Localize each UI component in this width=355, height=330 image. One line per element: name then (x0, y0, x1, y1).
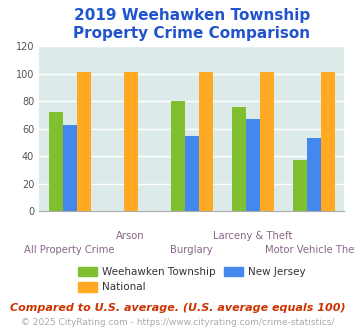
Bar (232, 107, 246, 211)
Text: Motor Vehicle Theft: Motor Vehicle Theft (266, 245, 355, 254)
Bar (321, 72, 335, 211)
Text: Arson: Arson (116, 231, 145, 241)
Legend: Weehawken Township, National, New Jersey: Weehawken Township, National, New Jersey (74, 263, 310, 297)
Text: Larceny & Theft: Larceny & Theft (213, 231, 293, 241)
Bar (185, 136, 199, 211)
Text: Burglary: Burglary (170, 245, 213, 254)
Bar (307, 138, 321, 211)
Title: 2019 Weehawken Township
Property Crime Comparison: 2019 Weehawken Township Property Crime C… (73, 9, 310, 41)
Bar (246, 119, 260, 211)
Bar (171, 101, 185, 211)
Text: © 2025 CityRating.com - https://www.cityrating.com/crime-statistics/: © 2025 CityRating.com - https://www.city… (21, 318, 334, 327)
Text: All Property Crime: All Property Crime (24, 245, 115, 254)
Bar (49, 112, 62, 211)
Bar (77, 72, 91, 211)
Bar (260, 72, 274, 211)
Bar (62, 124, 77, 211)
Text: Compared to U.S. average. (U.S. average equals 100): Compared to U.S. average. (U.S. average … (10, 303, 345, 313)
Bar (124, 72, 138, 211)
Bar (199, 72, 213, 211)
Bar (293, 160, 307, 211)
